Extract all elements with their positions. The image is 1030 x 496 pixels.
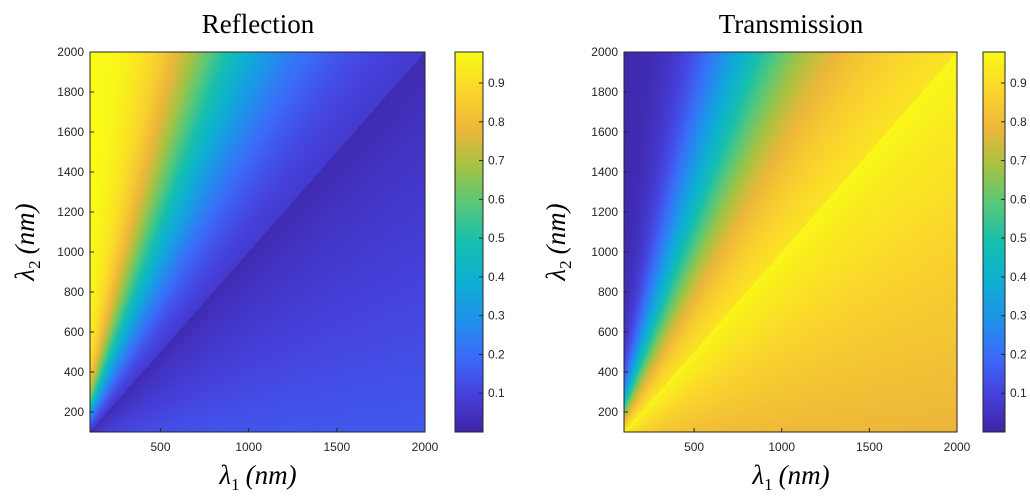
transmission-y-subscript: 2 xyxy=(556,260,575,269)
transmission-y-symbol: λ xyxy=(541,269,571,282)
transmission-y-tick-label: 1400 xyxy=(591,165,618,179)
transmission-colorbar-tick-label: 0.8 xyxy=(1010,115,1027,129)
reflection-colorbar-tick-label: 0.3 xyxy=(488,309,505,323)
reflection-x-tick-label: 1500 xyxy=(323,440,350,454)
transmission-colorbar-tick-label: 0.4 xyxy=(1010,270,1027,284)
reflection-y-tick-label: 1400 xyxy=(57,165,84,179)
transmission-colorbar-ticks: 0.1 0.2 0.3 0.4 0.5 0.6 0.7 0.8 0.9 xyxy=(1001,76,1027,400)
reflection-y-symbol: λ xyxy=(10,269,40,282)
reflection-y-ticks: 200 400 600 800 1000 1200 1400 1600 1800 2000 xyxy=(57,45,94,419)
transmission-colorbar-tick-label: 0.6 xyxy=(1010,192,1027,206)
reflection-y-subscript: 2 xyxy=(25,260,44,269)
reflection-heatmap-canvas-holder xyxy=(90,52,425,432)
transmission-heatmap xyxy=(623,51,958,433)
reflection-x-subscript: 1 xyxy=(231,475,240,494)
reflection-colorbar-tick-label: 0.6 xyxy=(488,192,505,206)
transmission-colorbar-tick-label: 0.1 xyxy=(1010,386,1027,400)
transmission-x-tick-label: 500 xyxy=(684,440,704,454)
transmission-x-ticks: 500 1000 1500 2000 xyxy=(684,428,971,454)
transmission-y-unit: (nm) xyxy=(541,203,571,254)
reflection-y-tick-label: 1000 xyxy=(57,245,84,259)
transmission-heatmap-canvas-holder xyxy=(624,52,957,432)
transmission-title: Transmission xyxy=(719,9,864,39)
reflection-x-tick-label: 1000 xyxy=(235,440,262,454)
reflection-y-tick-label: 1800 xyxy=(57,85,84,99)
reflection-x-tick-label: 2000 xyxy=(412,440,439,454)
reflection-y-tick-label: 400 xyxy=(64,365,84,379)
transmission-y-tick-label: 2000 xyxy=(591,45,618,59)
transmission-y-axis-label: λ2 (nm) xyxy=(541,203,575,281)
reflection-colorbar-tick-label: 0.5 xyxy=(488,231,505,245)
reflection-y-tick-label: 200 xyxy=(64,405,84,419)
reflection-colorbar-canvas xyxy=(455,52,483,432)
transmission-y-tick-label: 1800 xyxy=(591,85,618,99)
reflection-plot-frame xyxy=(89,51,426,433)
reflection-y-unit: (nm) xyxy=(10,203,40,254)
reflection-colorbar-tick-label: 0.2 xyxy=(488,347,505,361)
transmission-y-tick-label: 1000 xyxy=(591,245,618,259)
reflection-x-axis-label: λ1 (nm) xyxy=(218,460,296,494)
transmission-y-tick-label: 800 xyxy=(598,285,618,299)
transmission-colorbar: 0.1 0.2 0.3 0.4 0.5 0.6 0.7 0.8 0.9 xyxy=(982,51,1027,433)
transmission-x-tick-label: 1000 xyxy=(768,440,795,454)
transmission-heatmap-canvas xyxy=(624,52,957,432)
transmission-colorbar-tick-label: 0.3 xyxy=(1010,309,1027,323)
reflection-colorbar-tick-label: 0.1 xyxy=(488,386,505,400)
transmission-y-tick-label: 200 xyxy=(598,405,618,419)
reflection-x-unit: (nm) xyxy=(246,460,297,490)
transmission-x-unit: (nm) xyxy=(779,460,830,490)
reflection-colorbar-holder xyxy=(455,52,483,432)
transmission-colorbar-canvas xyxy=(983,52,1005,432)
reflection-title: Reflection xyxy=(202,9,315,39)
transmission-colorbar-holder xyxy=(983,52,1005,432)
reflection-colorbar-frame xyxy=(454,51,484,433)
reflection-y-tick-label: 2000 xyxy=(57,45,84,59)
reflection-heatmap-canvas xyxy=(90,52,425,432)
reflection-colorbar-ticks: 0.1 0.2 0.3 0.4 0.5 0.6 0.7 0.8 0.9 xyxy=(479,76,505,400)
transmission-y-ticks: 200 400 600 800 1000 1200 1400 1600 1800 2000 xyxy=(591,45,628,419)
reflection-colorbar-tick-label: 0.4 xyxy=(488,270,505,284)
reflection-x-tick-label: 500 xyxy=(151,440,171,454)
reflection-x-ticks: 500 1000 1500 2000 xyxy=(151,428,439,454)
transmission-y-tick-label: 600 xyxy=(598,325,618,339)
reflection-heatmap xyxy=(89,51,426,433)
reflection-colorbar-tick-label: 0.9 xyxy=(488,76,505,90)
reflection-colorbar: 0.1 0.2 0.3 0.4 0.5 0.6 0.7 0.8 0.9 xyxy=(454,51,505,433)
reflection-colorbar-tick-label: 0.7 xyxy=(488,154,505,168)
transmission-y-tick-label: 400 xyxy=(598,365,618,379)
transmission-colorbar-tick-label: 0.2 xyxy=(1010,347,1027,361)
reflection-y-tick-label: 800 xyxy=(64,285,84,299)
transmission-plot-frame xyxy=(623,51,958,433)
reflection-y-axis-label: λ2 (nm) xyxy=(10,203,44,281)
transmission-y-tick-label: 1600 xyxy=(591,125,618,139)
transmission-x-tick-label: 2000 xyxy=(944,440,971,454)
reflection-panel: Reflection 500 1000 1500 2000 200 400 600 800 1… xyxy=(10,9,505,494)
transmission-colorbar-tick-label: 0.7 xyxy=(1010,154,1027,168)
transmission-x-tick-label: 1500 xyxy=(856,440,883,454)
reflection-y-tick-label: 1600 xyxy=(57,125,84,139)
transmission-y-tick-label: 1200 xyxy=(591,205,618,219)
transmission-x-subscript: 1 xyxy=(764,475,773,494)
transmission-x-axis-label: λ1 (nm) xyxy=(751,460,829,494)
transmission-colorbar-tick-label: 0.9 xyxy=(1010,76,1027,90)
reflection-y-tick-label: 600 xyxy=(64,325,84,339)
reflection-y-tick-label: 1200 xyxy=(57,205,84,219)
transmission-colorbar-tick-label: 0.5 xyxy=(1010,231,1027,245)
transmission-colorbar-frame xyxy=(982,51,1006,433)
transmission-panel: Transmission 500 1000 1500 2000 200 400 600 80… xyxy=(541,9,1027,494)
transmission-x-symbol: λ xyxy=(751,460,764,490)
reflection-x-symbol: λ xyxy=(218,460,231,490)
reflection-colorbar-tick-label: 0.8 xyxy=(488,115,505,129)
